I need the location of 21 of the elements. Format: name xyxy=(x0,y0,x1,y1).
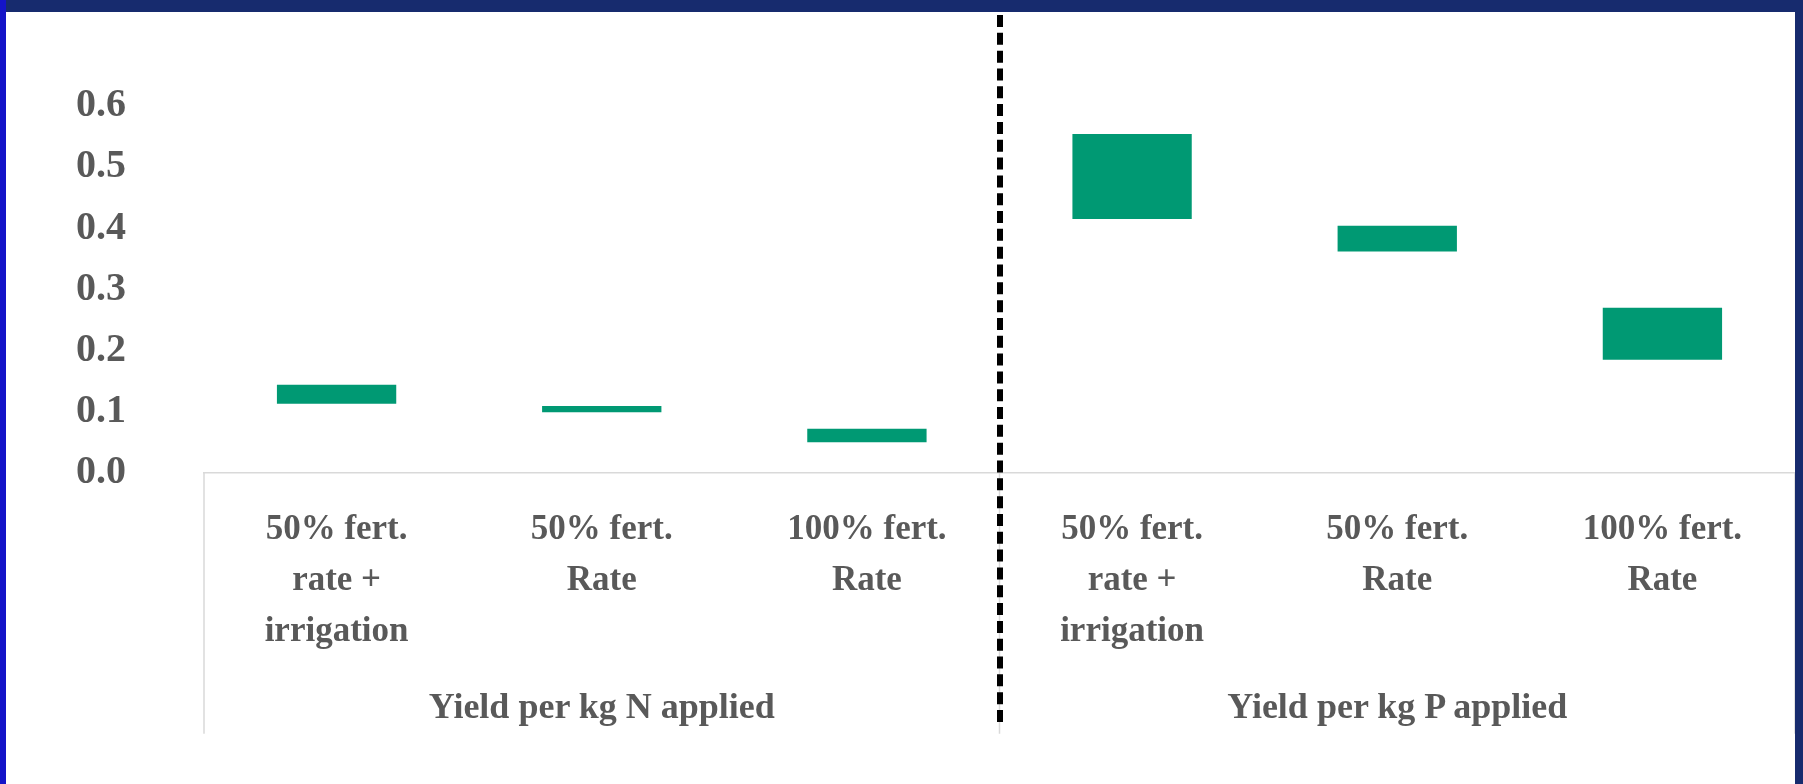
text: Yield per kg P applied xyxy=(1227,686,1568,727)
text: Yield per kg N applied xyxy=(428,686,775,727)
y-tick-label: 0.1 xyxy=(76,385,126,431)
bar xyxy=(1072,134,1192,220)
y-tick-label: 0.6 xyxy=(76,80,126,126)
x-tick-label: 50% fert. Rate xyxy=(1326,508,1469,598)
y-tick-label: 0.3 xyxy=(76,263,126,309)
y-tick-label: 0.0 xyxy=(76,447,126,493)
bar xyxy=(1337,225,1457,252)
bar xyxy=(1602,307,1723,360)
x-tick-label: 100% fert. Rate xyxy=(787,508,947,598)
x-tick-label: 100% fert. Rate xyxy=(1582,508,1743,598)
y-tick-label: 0.2 xyxy=(76,324,126,370)
bar xyxy=(807,428,927,443)
bar xyxy=(542,406,662,413)
x-tick-label: 50% fert. Rate xyxy=(530,508,673,598)
y-tick-label: 0.5 xyxy=(76,141,126,187)
bar xyxy=(276,384,397,404)
x-tick-label: 50% fert. rate + irrigation xyxy=(264,508,409,649)
y-tick-label: 0.4 xyxy=(76,202,126,248)
x-tick-label: 50% fert. rate + irrigation xyxy=(1060,508,1205,649)
